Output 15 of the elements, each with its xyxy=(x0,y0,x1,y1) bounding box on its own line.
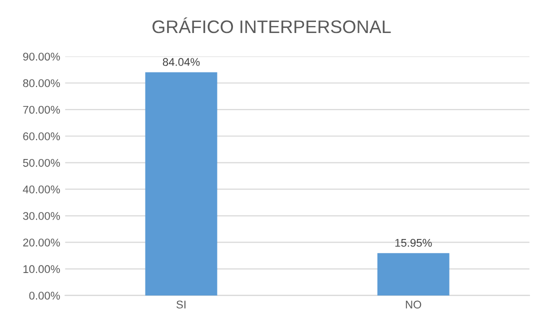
y-tick-label: 60.00% xyxy=(23,132,60,140)
x-tick-label: SI xyxy=(176,300,186,309)
y-tick-label: 90.00% xyxy=(23,52,60,61)
y-tick-label: 70.00% xyxy=(23,106,60,114)
y-tick-label: 80.00% xyxy=(23,79,60,88)
y-tick-label: 20.00% xyxy=(23,238,60,246)
chart-title: GRÁFICO INTERPERSONAL xyxy=(152,17,391,34)
y-tick-label: 40.00% xyxy=(22,186,60,194)
y-tick-label: 30.00% xyxy=(23,212,60,220)
y-tick-label: 50.00% xyxy=(23,158,60,167)
data-label: 15.95% xyxy=(395,238,432,247)
y-tick-label: 0.00% xyxy=(29,292,60,300)
x-tick-label: NO xyxy=(406,300,422,309)
y-tick-label: 10.00% xyxy=(23,265,60,274)
data-label: 84.04% xyxy=(162,58,200,66)
